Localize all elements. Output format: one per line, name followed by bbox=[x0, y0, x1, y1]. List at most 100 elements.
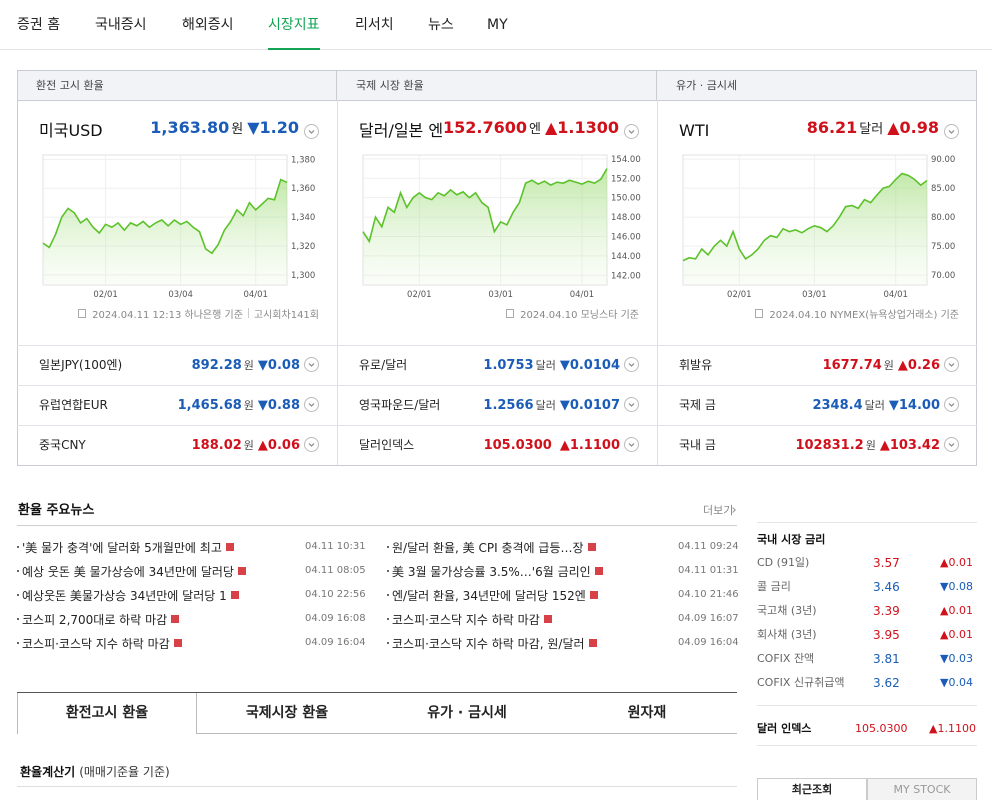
expand-button[interactable] bbox=[944, 437, 959, 452]
row-value: 188.02 bbox=[191, 437, 242, 453]
main-unit: 원 bbox=[231, 122, 244, 137]
expand-button[interactable] bbox=[944, 397, 959, 412]
row-name: 영국파운드/달러 bbox=[359, 398, 441, 412]
new-badge bbox=[173, 639, 182, 647]
new-badge bbox=[543, 615, 552, 623]
row-quote: 105.0300 ▲1.1100 bbox=[337, 425, 620, 465]
column-divider bbox=[337, 100, 338, 465]
expand-button[interactable] bbox=[624, 357, 639, 372]
rate-change: ▼0.04 bbox=[940, 676, 973, 689]
rate-name: COFIX 신규취급액 bbox=[757, 676, 845, 689]
tab[interactable]: 유가 · 금시세 bbox=[377, 693, 557, 734]
news-item[interactable]: 코스피·코스닥 지수 하락 마감 bbox=[22, 634, 182, 652]
main-value: 152.7600 bbox=[442, 118, 527, 137]
chevron-icon bbox=[628, 130, 635, 134]
expand-button[interactable] bbox=[304, 397, 319, 412]
quote-row bbox=[657, 345, 977, 385]
chevron bbox=[308, 403, 315, 407]
row-change: ▼0.08 bbox=[257, 357, 300, 373]
dollar-index-value: 105.0300 bbox=[855, 722, 908, 735]
chevron bbox=[308, 363, 315, 367]
news-bullet bbox=[387, 570, 389, 572]
row-quote: 1,465.68 원 ▼0.88 bbox=[17, 385, 300, 425]
news-date: 04.11 10:31 bbox=[305, 541, 366, 552]
rate-change: ▲0.01 bbox=[940, 628, 973, 641]
chart-note: 2024.04.10 모닝스타 기준 bbox=[337, 305, 639, 321]
news-item[interactable]: 코스피 2,700대로 하락 마감 bbox=[22, 610, 180, 628]
expand-button[interactable] bbox=[304, 124, 319, 139]
chevron bbox=[628, 130, 635, 134]
expand-button[interactable] bbox=[304, 357, 319, 372]
panel-header-title: 환전 고시 환율 bbox=[36, 79, 104, 92]
nav-item[interactable]: MY bbox=[487, 17, 508, 33]
news-item[interactable]: 예상웃돈 美물가상승 34년만에 달러당 1 bbox=[22, 586, 239, 604]
doc-icon bbox=[78, 308, 87, 318]
calculator-title: 환율계산기 bbox=[20, 764, 76, 779]
quote-row bbox=[657, 385, 977, 425]
tab[interactable]: 국제시장 환율 bbox=[197, 693, 377, 734]
tab[interactable]: 환전고시 환율 bbox=[17, 693, 197, 734]
nav-item[interactable]: 해외증시 bbox=[182, 17, 234, 33]
chevron bbox=[948, 443, 955, 447]
news-item[interactable]: 코스피·코스닥 지수 하락 마감 bbox=[392, 610, 552, 628]
news-title: 환율 주요뉴스 bbox=[18, 503, 95, 518]
tab-bar-top bbox=[17, 692, 737, 693]
news-item[interactable]: 원/달러 환율, 美 CPI 충격에 급등…장 bbox=[392, 538, 596, 556]
nav-item[interactable]: 리서치 bbox=[355, 17, 394, 33]
expand-button[interactable] bbox=[624, 437, 639, 452]
quote-row bbox=[337, 385, 657, 425]
news-bullet bbox=[17, 618, 19, 620]
news-bullet bbox=[387, 594, 389, 596]
quote-row bbox=[17, 425, 337, 465]
row-change: ▲0.06 bbox=[257, 437, 300, 453]
nav-item[interactable]: 뉴스 bbox=[428, 17, 454, 33]
chevron bbox=[628, 363, 635, 367]
news-item[interactable]: 코스피·코스닥 지수 하락 마감, 원/달러 bbox=[392, 634, 597, 652]
expand-button[interactable] bbox=[304, 437, 319, 452]
row-quote: 2348.4 달러 ▼14.00 bbox=[657, 385, 940, 425]
row-name: 유로/달러 bbox=[359, 358, 408, 372]
quote-row bbox=[337, 425, 657, 465]
column-divider bbox=[657, 100, 658, 465]
news-date: 04.10 22:56 bbox=[305, 589, 366, 600]
news-item[interactable]: 엔/달러 환율, 34년만에 달러당 152엔 bbox=[392, 586, 598, 604]
side-tab[interactable]: 최근조회 bbox=[757, 778, 867, 800]
row-name: 달러인덱스 bbox=[359, 438, 415, 452]
news-headline: 美 3월 물가상승률 3.5%…'6월 금리인 bbox=[392, 564, 591, 579]
rate-value: 3.81 bbox=[873, 652, 900, 666]
tab[interactable]: 원자재 bbox=[557, 693, 737, 734]
expand-button[interactable] bbox=[624, 397, 639, 412]
rate-name: 국고채 (3년) bbox=[757, 604, 817, 617]
note-text: 2024.04.10 모닝스타 기준 bbox=[520, 309, 639, 321]
chevron-icon bbox=[628, 363, 635, 367]
chevron bbox=[948, 363, 955, 367]
nav-item[interactable]: 국내증시 bbox=[95, 17, 147, 33]
expand-button[interactable] bbox=[944, 124, 959, 139]
nav-item[interactable]: 시장지표 bbox=[268, 0, 320, 50]
new-badge bbox=[237, 567, 246, 575]
main-value: 1,363.80 bbox=[150, 118, 230, 137]
expand-button[interactable] bbox=[624, 124, 639, 139]
new-badge bbox=[587, 543, 596, 551]
quote-row bbox=[17, 385, 337, 425]
row-name: 국내 금 bbox=[679, 438, 716, 452]
chevron-icon bbox=[628, 443, 635, 447]
rate-value: 3.39 bbox=[873, 604, 900, 618]
news-item[interactable]: 예상 웃돈 美 물가상승에 34년만에 달러당 bbox=[22, 562, 246, 580]
side-tab[interactable]: MY STOCK bbox=[867, 778, 977, 800]
news-bullet bbox=[387, 546, 389, 548]
news-item[interactable]: '美 물가 충격'에 달러화 5개월만에 최고 bbox=[22, 538, 234, 556]
main-change: ▲1.1300 bbox=[544, 118, 619, 137]
news-headline: 코스피·코스닥 지수 하락 마감 bbox=[22, 636, 170, 651]
chevron-icon bbox=[948, 363, 955, 367]
nav-item[interactable]: 증권 홈 bbox=[17, 17, 61, 33]
news-more[interactable]: 더보기 bbox=[703, 504, 734, 517]
row-change: ▼0.88 bbox=[257, 397, 300, 413]
news-item[interactable]: 美 3월 물가상승률 3.5%…'6월 금리인 bbox=[392, 562, 603, 580]
row-quote: 102831.2 원 ▲103.42 bbox=[657, 425, 940, 465]
row-name: 국제 금 bbox=[679, 398, 716, 412]
row-name: 중국CNY bbox=[39, 438, 86, 452]
expand-button[interactable] bbox=[944, 357, 959, 372]
new-badge bbox=[171, 615, 180, 623]
main-name: WTI bbox=[679, 121, 710, 140]
